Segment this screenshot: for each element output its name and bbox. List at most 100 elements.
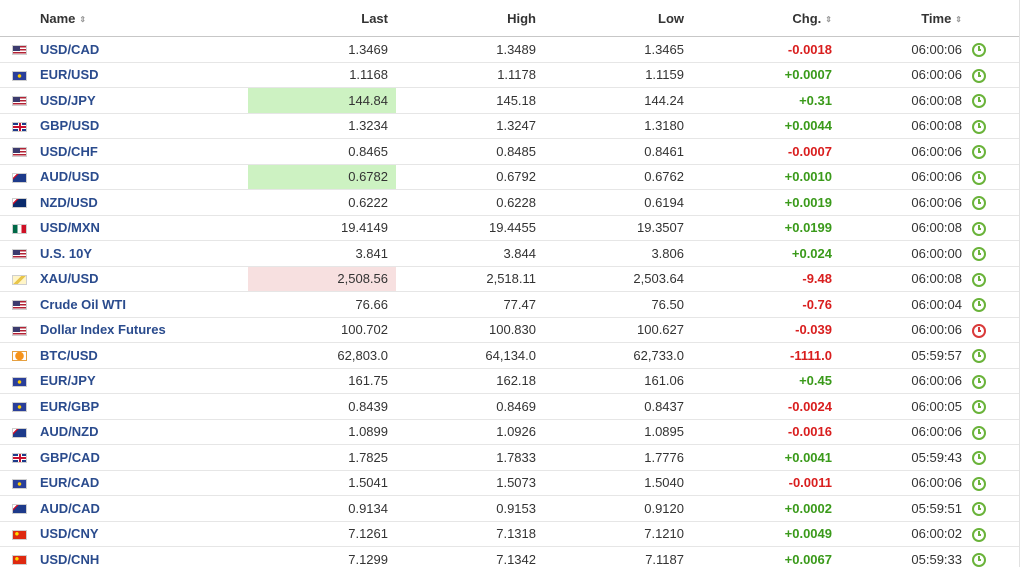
time-cell: 06:00:06 xyxy=(840,164,970,190)
table-row[interactable]: USD/MXN 19.4149 19.4455 19.3507 +0.0199 06:00… xyxy=(0,215,1020,241)
flag-cell xyxy=(0,87,40,114)
flag-cell xyxy=(0,138,40,165)
status-cell xyxy=(970,419,1020,445)
table-row[interactable]: AUD/CAD 0.9134 0.9153 0.9120 +0.0002 05:59:51 xyxy=(0,495,1020,522)
table-row[interactable]: XAU/USD 2,508.56 2,518.11 2,503.64 -9.48 06:0… xyxy=(0,266,1020,292)
last-price-cell: 0.9134 xyxy=(248,495,396,522)
sort-icon[interactable]: ⇕ xyxy=(825,14,832,24)
instrument-name-link[interactable]: AUD/NZD xyxy=(40,419,248,445)
table-row[interactable]: EUR/CAD 1.5041 1.5073 1.5040 -0.0011 06:00:06 xyxy=(0,470,1020,496)
us-flag xyxy=(12,300,27,311)
change-cell: +0.024 xyxy=(692,240,840,267)
instrument-name-link[interactable]: U.S. 10Y xyxy=(40,240,248,267)
instrument-name-link[interactable]: EUR/USD xyxy=(40,62,248,88)
gb-flag xyxy=(12,121,27,132)
last-price-cell: 1.3469 xyxy=(248,36,396,63)
table-row[interactable]: NZD/USD 0.6222 0.6228 0.6194 +0.0019 06:00:06 xyxy=(0,189,1020,216)
change-cell: +0.0049 xyxy=(692,521,840,547)
instrument-name-link[interactable]: EUR/JPY xyxy=(40,368,248,394)
au-flag xyxy=(12,172,27,183)
table-row[interactable]: Dollar Index Futures 100.702 100.830 100.62… xyxy=(0,317,1020,343)
instrument-name-link[interactable]: GBP/CAD xyxy=(40,444,248,471)
instrument-name-link[interactable]: EUR/GBP xyxy=(40,393,248,420)
instrument-name-link[interactable]: NZD/USD xyxy=(40,189,248,216)
low-price-cell: 0.6762 xyxy=(544,164,692,190)
us-flag xyxy=(12,96,27,107)
table-row[interactable]: AUD/USD 0.6782 0.6792 0.6762 +0.0010 06:00:06 xyxy=(0,164,1020,190)
high-price-cell: 77.47 xyxy=(396,291,544,318)
flag-cell xyxy=(0,113,40,139)
last-price-cell: 161.75 xyxy=(248,368,396,394)
flag-cell xyxy=(0,393,40,420)
instrument-name-link[interactable]: BTC/USD xyxy=(40,342,248,369)
instrument-name-link[interactable]: Crude Oil WTI xyxy=(40,291,248,318)
last-price-cell: 3.841 xyxy=(248,240,396,267)
instrument-name-link[interactable]: XAU/USD xyxy=(40,266,248,292)
low-price-cell: 3.806 xyxy=(544,240,692,267)
eu-flag xyxy=(12,402,27,413)
status-cell xyxy=(970,164,1020,190)
table-row[interactable]: USD/CAD 1.3469 1.3489 1.3465 -0.0018 06:00:06 xyxy=(0,36,1020,63)
low-price-cell: 1.3465 xyxy=(544,36,692,63)
low-price-cell: 19.3507 xyxy=(544,215,692,241)
table-row[interactable]: EUR/JPY 161.75 162.18 161.06 +0.45 06:00:06 xyxy=(0,368,1020,394)
low-price-cell: 1.1159 xyxy=(544,62,692,88)
status-cell xyxy=(970,470,1020,496)
instrument-name-link[interactable]: USD/JPY xyxy=(40,87,248,114)
instrument-name-link[interactable]: AUD/CAD xyxy=(40,495,248,522)
last-header-label: Last xyxy=(361,10,388,26)
instrument-name-link[interactable]: USD/CHF xyxy=(40,138,248,165)
status-cell xyxy=(970,189,1020,216)
table-row[interactable]: USD/CNH 7.1299 7.1342 7.1187 +0.0067 05:59:33 xyxy=(0,546,1020,567)
chg-column-header[interactable]: Chg. ⇕ xyxy=(692,0,840,37)
instrument-name-link[interactable]: USD/CAD xyxy=(40,36,248,63)
low-price-cell: 62,733.0 xyxy=(544,342,692,369)
last-price-cell: 7.1261 xyxy=(248,521,396,547)
us-flag xyxy=(12,147,27,158)
high-price-cell: 0.6228 xyxy=(396,189,544,216)
low-price-cell: 161.06 xyxy=(544,368,692,394)
au-flag xyxy=(12,504,27,515)
table-row[interactable]: USD/JPY 144.84 145.18 144.24 +0.31 06:00:08 xyxy=(0,87,1020,114)
table-row[interactable]: GBP/CAD 1.7825 1.7833 1.7776 +0.0041 05:59:43 xyxy=(0,444,1020,471)
name-header-label: Name xyxy=(40,10,76,26)
change-cell: +0.0007 xyxy=(692,62,840,88)
instrument-name-link[interactable]: Dollar Index Futures xyxy=(40,317,248,343)
high-column-header: High xyxy=(396,0,544,37)
high-price-cell: 0.8485 xyxy=(396,138,544,165)
table-row[interactable]: USD/CNY 7.1261 7.1318 7.1210 +0.0049 06:00:02 xyxy=(0,521,1020,547)
time-cell: 06:00:08 xyxy=(840,266,970,292)
name-column-header[interactable]: Name ⇕ xyxy=(40,0,248,37)
eu-flag xyxy=(12,70,27,81)
table-row[interactable]: USD/CHF 0.8465 0.8485 0.8461 -0.0007 06:00:06 xyxy=(0,138,1020,165)
table-row[interactable]: AUD/NZD 1.0899 1.0926 1.0895 -0.0016 06:00:06 xyxy=(0,419,1020,445)
sort-icon[interactable]: ⇕ xyxy=(955,14,962,24)
last-price-cell: 1.1168 xyxy=(248,62,396,88)
au-flag xyxy=(12,427,27,438)
table-row[interactable]: U.S. 10Y 3.841 3.844 3.806 +0.024 06:00:00 xyxy=(0,240,1020,267)
time-cell: 05:59:51 xyxy=(840,495,970,522)
last-price-cell: 1.7825 xyxy=(248,444,396,471)
table-row[interactable]: Crude Oil WTI 76.66 77.47 76.50 -0.76 06:00:0… xyxy=(0,291,1020,318)
low-price-cell: 0.6194 xyxy=(544,189,692,216)
table-row[interactable]: EUR/USD 1.1168 1.1178 1.1159 +0.0007 06:00:06 xyxy=(0,62,1020,88)
sort-icon[interactable]: ⇕ xyxy=(79,14,87,24)
flag-cell xyxy=(0,36,40,63)
table-row[interactable]: BTC/USD 62,803.0 64,134.0 62,733.0 -1111.0 05… xyxy=(0,342,1020,369)
instrument-name-link[interactable]: GBP/USD xyxy=(40,113,248,139)
clock-icon xyxy=(972,323,986,338)
high-price-cell: 19.4455 xyxy=(396,215,544,241)
instrument-name-link[interactable]: USD/MXN xyxy=(40,215,248,241)
table-row[interactable]: EUR/GBP 0.8439 0.8469 0.8437 -0.0024 06:00:05 xyxy=(0,393,1020,420)
time-column-header[interactable]: Time ⇕ xyxy=(840,0,970,37)
flag-cell xyxy=(0,317,40,343)
instrument-name-link[interactable]: EUR/CAD xyxy=(40,470,248,496)
table-row[interactable]: GBP/USD 1.3234 1.3247 1.3180 +0.0044 06:00:08 xyxy=(0,113,1020,139)
instrument-name-link[interactable]: USD/CNH xyxy=(40,546,248,567)
flag-cell xyxy=(0,368,40,394)
status-cell xyxy=(970,317,1020,343)
instrument-name-link[interactable]: AUD/USD xyxy=(40,164,248,190)
instrument-name-link[interactable]: USD/CNY xyxy=(40,521,248,547)
change-cell: -0.76 xyxy=(692,291,840,318)
